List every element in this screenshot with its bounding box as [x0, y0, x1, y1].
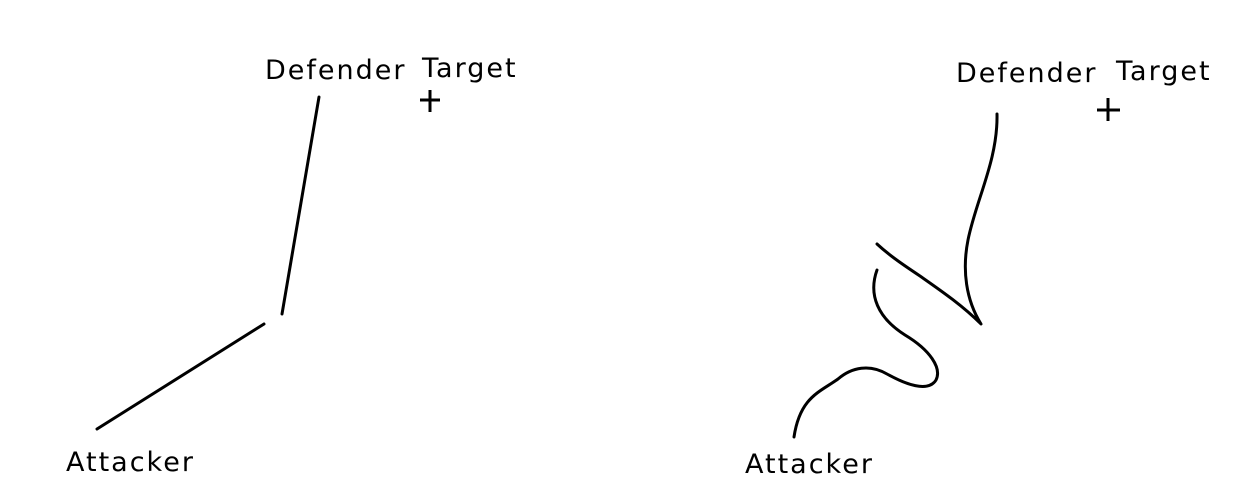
left-target-marker: [420, 90, 440, 112]
left-defender-label: Defender: [265, 55, 406, 86]
right-target-label: Target: [1115, 56, 1212, 87]
right-defender-label: Defender: [956, 58, 1097, 89]
right-defender-path: [875, 112, 999, 326]
left-panel: Defender Target Attacker: [66, 53, 518, 478]
right-attacker-label: Attacker: [745, 449, 874, 480]
right-panel: Defender Target Attacker: [745, 56, 1212, 480]
left-attacker-label: Attacker: [66, 447, 195, 478]
left-defender-path: [280, 95, 321, 316]
right-attacker-path: [792, 268, 939, 439]
left-attacker-path: [95, 322, 266, 431]
right-target-marker: [1097, 98, 1120, 121]
left-target-label: Target: [421, 53, 518, 84]
